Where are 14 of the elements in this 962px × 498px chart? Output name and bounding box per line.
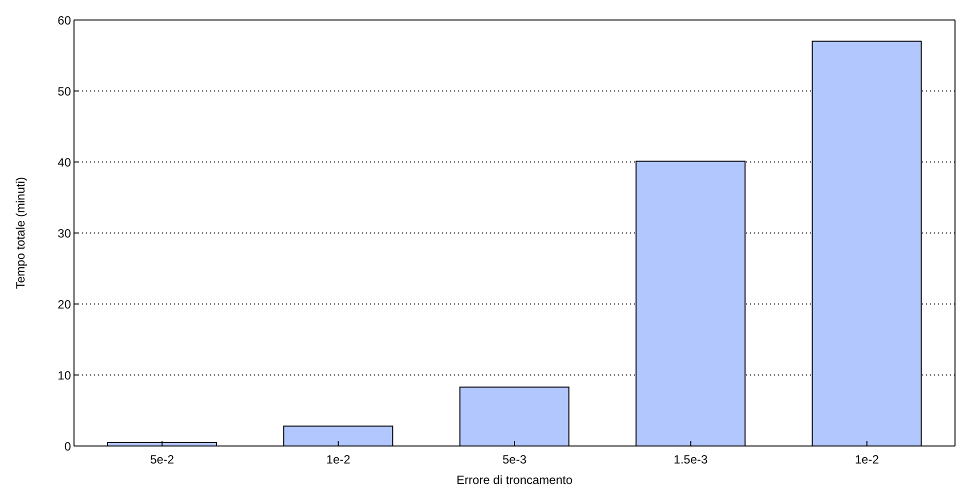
y-tick-label: 20 xyxy=(58,297,72,312)
y-axis-title: Tempo totale (minuti) xyxy=(13,176,28,290)
y-tick-label: 50 xyxy=(58,84,72,98)
y-tick-label: 30 xyxy=(58,226,72,240)
x-tick-label: 5e-2 xyxy=(150,452,174,467)
y-tick-label: 0 xyxy=(64,439,72,454)
x-tick-label: 1e-2 xyxy=(854,452,880,467)
y-tick-label: 10 xyxy=(58,368,72,382)
y-tick-label: 60 xyxy=(58,13,72,28)
x-tick-label: 5e-3 xyxy=(502,452,527,467)
x-tick-label: 1.5e-3 xyxy=(674,452,708,467)
x-axis-title: Errore di troncamento xyxy=(456,473,573,487)
y-tick-label: 40 xyxy=(58,155,72,170)
x-tick-label: 1e-2 xyxy=(326,452,351,467)
